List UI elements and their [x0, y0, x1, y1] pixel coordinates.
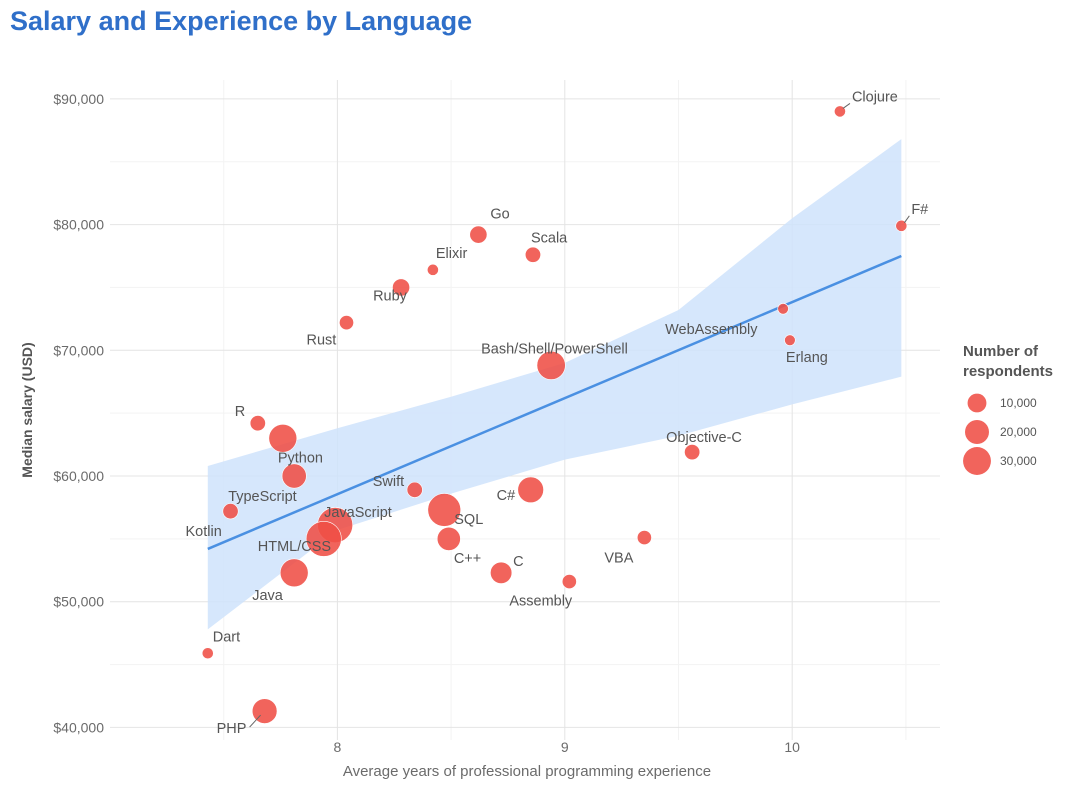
data-label-sql: SQL [454, 512, 483, 528]
data-point-html-css [305, 520, 342, 557]
data-label-ruby: Ruby [373, 288, 408, 304]
data-label-java: Java [252, 588, 284, 604]
data-point-go [469, 225, 488, 244]
data-label-python: Python [278, 450, 323, 466]
data-label-f-: F# [911, 202, 928, 218]
data-points [201, 105, 908, 724]
legend-marker [963, 447, 991, 475]
data-label-go: Go [490, 207, 509, 223]
data-label-assembly: Assembly [509, 594, 573, 610]
data-label-webassembly: WebAssembly [665, 322, 758, 338]
data-label-scala: Scala [531, 231, 568, 247]
data-point-sql [427, 493, 462, 527]
x-tick-label: 9 [561, 739, 569, 755]
data-label-swift: Swift [373, 474, 404, 490]
data-label-r: R [235, 404, 245, 420]
y-tick-label: $80,000 [53, 217, 104, 233]
label-leader-line [249, 714, 261, 728]
label-leader-line [842, 103, 851, 109]
data-label-erlang: Erlang [786, 350, 828, 366]
y-axis-title: Median salary (USD) [19, 342, 35, 477]
legend-label: 20,000 [1000, 425, 1037, 439]
y-tick-label: $70,000 [53, 342, 104, 358]
data-point-assembly [561, 574, 577, 590]
data-point-webassembly [777, 303, 789, 315]
data-label-c-: C++ [454, 551, 481, 567]
data-label-typescript: TypeScript [228, 489, 296, 505]
confidence-band-group [207, 139, 902, 630]
data-point-erlang [784, 334, 796, 346]
data-point-c- [517, 476, 544, 504]
data-point-typescript [281, 463, 307, 489]
data-label-javascript: JavaScript [324, 505, 392, 521]
data-point-clojure [834, 105, 846, 118]
data-label-bash-shell-powershell: Bash/Shell/PowerShell [481, 341, 628, 357]
confidence-band [207, 139, 902, 630]
y-tick-label: $60,000 [53, 468, 104, 484]
y-tick-label: $40,000 [53, 719, 104, 735]
legend-label: 30,000 [1000, 454, 1037, 468]
chart-title: Salary and Experience by Language [10, 6, 473, 36]
legend-title-line1: Number of [963, 343, 1039, 360]
data-label-php: PHP [217, 721, 247, 737]
data-label-elixir: Elixir [436, 246, 468, 262]
data-point-c- [436, 526, 461, 551]
legend-marker [965, 420, 989, 444]
data-point-dart [201, 647, 214, 660]
data-point-bash-shell-powershell [536, 350, 566, 380]
x-tick-label: 8 [333, 739, 341, 755]
data-point-ruby [392, 278, 411, 297]
axes: 8 9 10 $40,000 $50,000 $60,000 $70,000 $80,000 $… [19, 91, 800, 780]
y-tick-label: $50,000 [53, 594, 104, 610]
data-point-java [279, 558, 309, 588]
data-label-objective-c: Objective-C [666, 430, 742, 446]
data-point-c [490, 561, 513, 584]
legend: Number of respondents 10,000 20,000 30,000 [963, 343, 1053, 475]
legend-label: 10,000 [1000, 396, 1037, 410]
y-tick-label: $90,000 [53, 91, 104, 107]
data-point-scala [524, 246, 541, 263]
data-label-c-: C# [497, 488, 516, 504]
data-point-python [268, 423, 298, 453]
data-label-clojure: Clojure [852, 89, 898, 105]
data-label-c: C [513, 554, 523, 570]
data-point-elixir [427, 263, 439, 276]
data-point-f- [895, 219, 908, 232]
x-axis-title: Average years of professional programmin… [343, 763, 711, 780]
data-point-vba [636, 530, 652, 546]
data-point-objective-c [684, 444, 701, 461]
legend-marker [967, 393, 987, 413]
x-tick-label: 10 [784, 739, 800, 755]
data-label-dart: Dart [213, 629, 240, 645]
data-point-r [249, 415, 266, 432]
data-label-rust: Rust [306, 333, 336, 349]
legend-title-line2: respondents [963, 363, 1053, 380]
data-point-rust [339, 315, 354, 331]
data-point-swift [406, 481, 423, 498]
label-leader-line [903, 215, 910, 224]
data-label-html-css: HTML/CSS [258, 539, 331, 555]
data-labels: Clojure F# Go Scala Elixir Ruby WebAssembly Rus… [186, 89, 929, 737]
data-label-kotlin: Kotlin [186, 524, 222, 540]
data-label-vba: VBA [604, 551, 633, 567]
data-point-kotlin [222, 503, 239, 520]
